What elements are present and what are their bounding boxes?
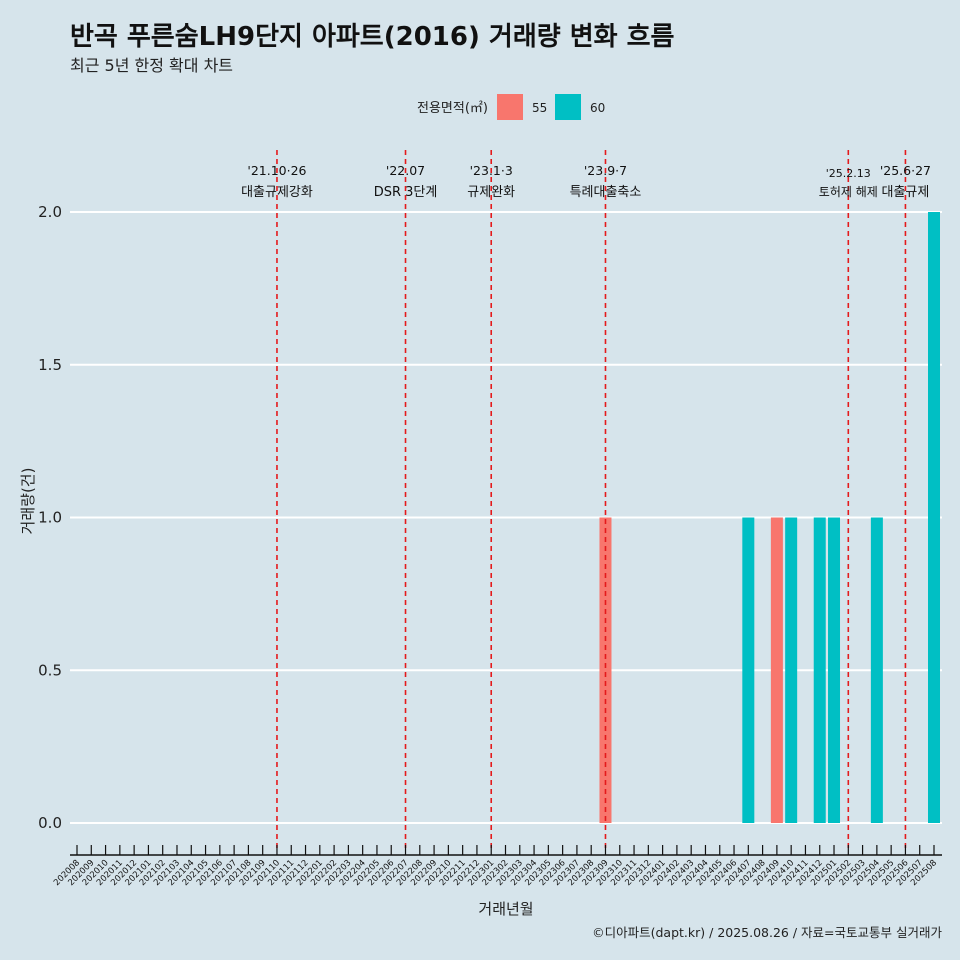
event-date-label: '23.1·3 [470, 163, 513, 178]
bars [599, 212, 940, 823]
event-date-label: '23.9·7 [584, 163, 627, 178]
legend: 전용면적(㎡) 55 60 [417, 94, 605, 120]
event-text-label: DSR 3단계 [374, 185, 438, 200]
bar-60-202410 [785, 517, 798, 823]
bar-60-202407 [742, 517, 755, 823]
bar-60-202504 [870, 517, 883, 823]
event-date-label: '25.2.13 [826, 167, 871, 180]
x-axis-label: 거래년월 [478, 900, 533, 918]
y-axis-label: 거래량(건) [19, 468, 37, 535]
legend-label-60: 60 [590, 101, 605, 115]
grid-lines [70, 211, 942, 824]
bar-55-202409 [770, 517, 783, 823]
legend-swatch-55 [497, 94, 523, 120]
page-title: 반곡 푸른숨LH9단지 아파트(2016) 거래량 변화 흐름 [70, 22, 675, 52]
bar-60-202501 [828, 517, 841, 823]
x-axis: 2020082020092020102020112020122021012021… [52, 845, 942, 888]
y-tick-label: 0.5 [38, 661, 62, 679]
event-lines: '21.10·26 대출규제강화 '22.07 DSR 3단계 '23.1·3 규제완화 '… [241, 150, 931, 852]
event-text-label: 대출규제 [882, 185, 930, 200]
event-text-label: 규제완화 [467, 185, 515, 200]
y-tick-label: 2.0 [38, 203, 62, 221]
event-date-label: '22.07 [386, 163, 425, 178]
legend-title: 전용면적(㎡) [417, 101, 488, 116]
legend-swatch-60 [555, 94, 581, 120]
event-text-label: 토허제 해제 [819, 185, 878, 199]
y-tick-label: 1.0 [38, 509, 62, 527]
bar-55-202309 [599, 517, 612, 823]
y-axis: 0.0 0.5 1.0 1.5 2.0 [38, 203, 62, 832]
page-subtitle: 최근 5년 한정 확대 차트 [70, 56, 234, 75]
legend-label-55: 55 [532, 101, 547, 115]
event-date-label: '25.6·27 [880, 163, 931, 178]
bar-60-202508 [928, 212, 940, 823]
y-tick-label: 1.5 [38, 356, 62, 374]
event-date-label: '21.10·26 [247, 163, 306, 178]
source-caption: ©디아파트(dapt.kr) / 2025.08.26 / 자료=국토교통부 실… [592, 925, 942, 940]
bar-60-202412 [813, 517, 826, 823]
event-text-label: 대출규제강화 [241, 185, 313, 200]
event-text-label: 특례대출축소 [570, 185, 642, 200]
y-tick-label: 0.0 [38, 814, 62, 832]
